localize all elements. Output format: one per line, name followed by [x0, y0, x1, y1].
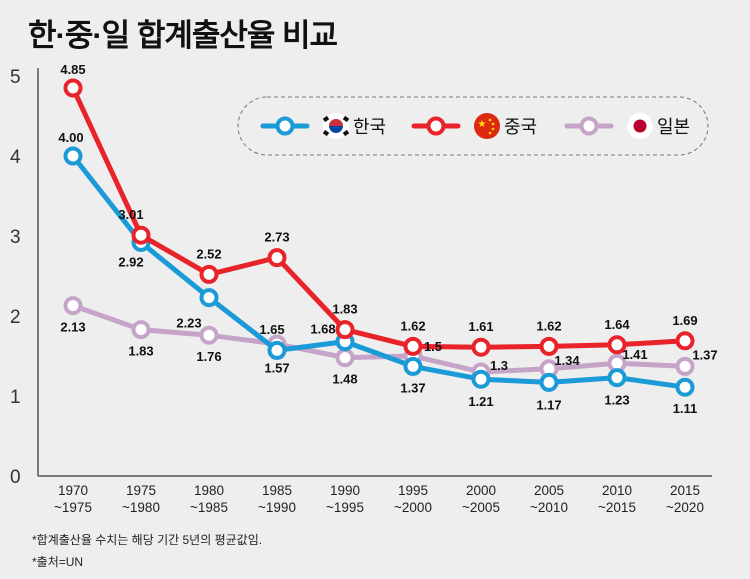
data-label-china: 1.64	[604, 317, 630, 332]
data-label-china: 3.01	[118, 207, 143, 222]
data-label-korea: 1.11	[673, 401, 698, 416]
data-label-china: 1.69	[672, 313, 697, 328]
data-point-china	[539, 336, 559, 356]
data-point-china	[607, 335, 627, 355]
data-label-japan: 1.3	[490, 358, 508, 373]
data-point-china	[131, 225, 151, 245]
data-point-china	[675, 331, 695, 351]
chart-title: 한·중·일 합계출산율 비교	[28, 18, 338, 53]
legend-label-japan: 일본	[657, 117, 690, 137]
data-point-korea	[403, 356, 423, 376]
data-label-korea: 4.00	[58, 130, 83, 145]
data-point-japan	[131, 320, 151, 340]
y-tick-label: 0	[10, 467, 21, 488]
y-tick-label: 5	[10, 67, 21, 88]
y-tick-label: 2	[10, 307, 21, 328]
data-label-japan: 1.76	[196, 349, 221, 364]
data-point-japan	[63, 296, 83, 316]
data-label-china: 1.62	[536, 318, 561, 333]
data-point-korea	[675, 377, 695, 397]
korea-flag-icon	[322, 113, 350, 139]
x-tick-label: 2005 ~2010	[530, 483, 568, 515]
data-point-korea	[471, 369, 491, 389]
legend-box	[237, 96, 709, 156]
series-line-japan	[70, 303, 688, 375]
data-label-china: 1.62	[400, 318, 425, 333]
x-tick-label: 1980 ~1985	[190, 483, 228, 515]
x-tick-label: 1995 ~2000	[394, 483, 432, 515]
data-label-korea: 2.92	[118, 254, 143, 269]
data-label-japan: 2.13	[60, 320, 85, 335]
data-label-china: 1.61	[468, 319, 493, 334]
data-point-china	[63, 78, 83, 98]
x-tick-label: 1970 ~1975	[54, 483, 92, 515]
data-point-korea	[539, 372, 559, 392]
data-point-china	[335, 320, 355, 340]
data-point-japan	[675, 356, 695, 376]
footnote-average: *합계출산율 수치는 해당 기간 5년의 평균값임.	[32, 533, 263, 547]
svg-text:★: ★	[478, 119, 487, 130]
x-tick-label: 2015 ~2020	[666, 483, 704, 515]
data-label-japan: 1.37	[692, 347, 717, 362]
legend-marker-japan	[579, 116, 599, 136]
x-tick-label: 2000 ~2005	[462, 483, 500, 515]
x-tick-label: 1975 ~1980	[122, 483, 160, 515]
series-line-china	[70, 85, 688, 350]
data-point-china	[403, 336, 423, 356]
data-label-japan: 1.5	[424, 339, 442, 354]
data-label-japan: 1.83	[128, 344, 153, 359]
footnote-source: *출처=UN	[32, 555, 84, 569]
data-point-japan	[199, 325, 219, 345]
data-label-japan: 1.65	[259, 322, 284, 337]
data-point-korea	[63, 146, 83, 166]
data-label-korea: 2.23	[176, 316, 201, 331]
japan-flag-icon	[627, 113, 653, 139]
data-label-korea: 1.68	[310, 322, 335, 337]
data-label-korea: 1.21	[468, 394, 493, 409]
x-tick-label: 2010 ~2015	[598, 483, 636, 515]
data-point-japan	[335, 348, 355, 368]
data-label-japan: 1.48	[332, 372, 357, 387]
x-tick-label: 1985 ~1990	[258, 483, 296, 515]
legend-label-korea: 한국	[353, 117, 386, 137]
data-label-china: 1.83	[332, 302, 357, 317]
y-tick-label: 1	[10, 387, 21, 408]
data-point-china	[199, 264, 219, 284]
china-flag-icon: ★	[474, 113, 500, 139]
data-point-china	[267, 248, 287, 268]
legend-label-china: 중국	[504, 117, 537, 137]
y-tick-label: 4	[10, 147, 21, 168]
data-point-korea	[607, 368, 627, 388]
data-point-china	[471, 337, 491, 357]
data-point-korea	[199, 288, 219, 308]
data-label-china: 2.73	[264, 230, 289, 245]
data-label-japan: 1.34	[554, 353, 580, 368]
data-label-korea: 1.57	[264, 360, 289, 375]
series-line-korea	[70, 153, 688, 390]
data-label-china: 4.85	[60, 62, 85, 77]
data-label-korea: 1.23	[604, 393, 629, 408]
data-label-japan: 1.41	[622, 347, 647, 362]
legend-marker-korea	[275, 116, 295, 136]
data-label-china: 2.52	[196, 246, 221, 261]
y-tick-label: 3	[10, 227, 21, 248]
data-label-korea: 1.17	[536, 397, 561, 412]
data-label-korea: 1.37	[400, 380, 425, 395]
x-tick-label: 1990 ~1995	[326, 483, 364, 515]
legend-marker-china	[426, 116, 446, 136]
data-point-korea	[267, 340, 287, 360]
